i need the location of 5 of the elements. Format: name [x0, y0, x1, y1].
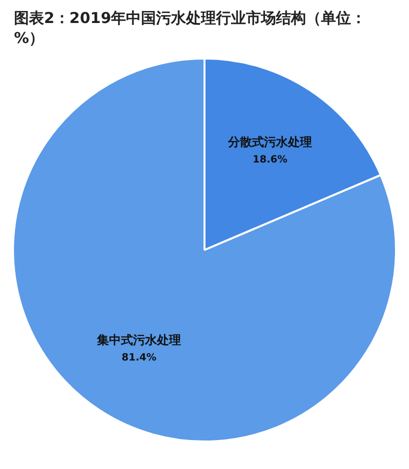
data-label: 18.6% — [252, 154, 288, 166]
chart-title: 图表2：2019年中国污水处理行业市场结构（单位：%） — [13, 8, 368, 48]
data-label: 81.4% — [122, 352, 156, 364]
slice-label: 集中式污水处理 — [96, 333, 182, 348]
slice-label: 分散式污水处理 — [226, 135, 312, 150]
